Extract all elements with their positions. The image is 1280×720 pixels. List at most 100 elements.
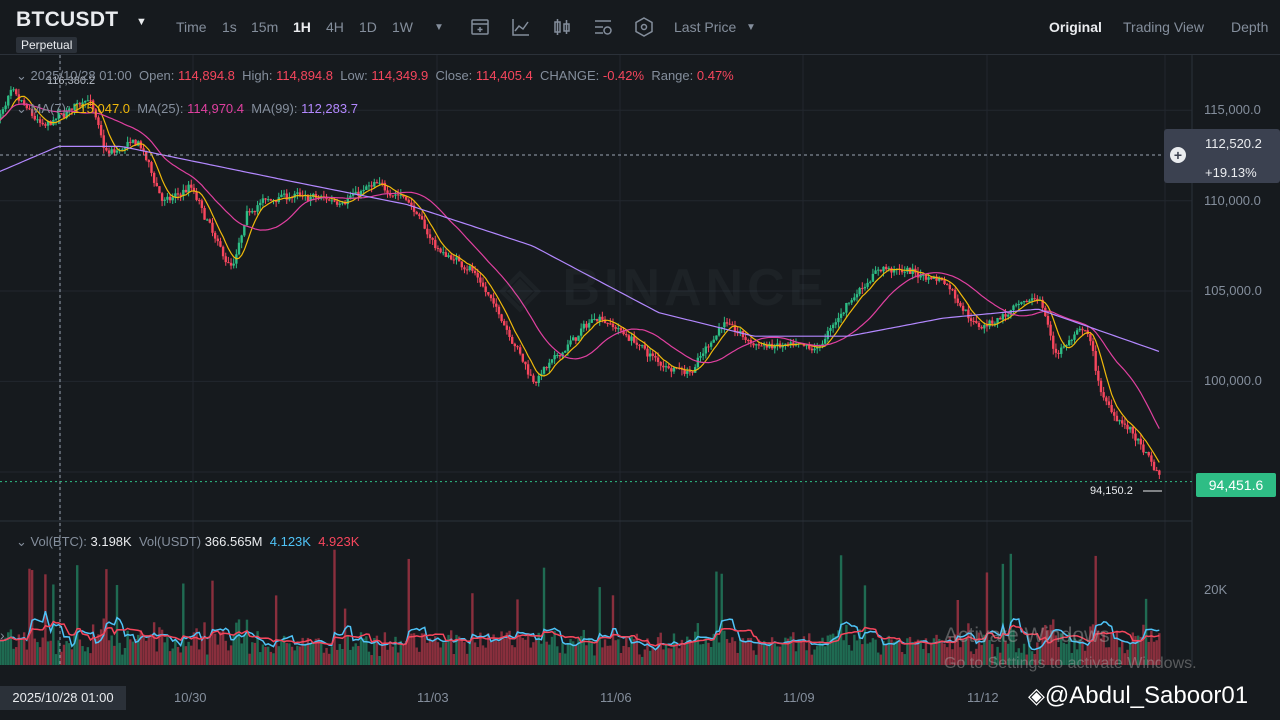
candle-down <box>139 141 143 149</box>
volume-bar-up <box>296 645 299 665</box>
candle-up <box>1144 452 1148 454</box>
volume-bar-down <box>264 646 267 665</box>
timeframe-1d[interactable]: 1D <box>359 19 377 35</box>
candle-up <box>839 313 843 318</box>
timeframe-time[interactable]: Time <box>176 19 207 35</box>
timeframe-1w[interactable]: 1W <box>392 19 413 35</box>
indicator-settings-icon[interactable] <box>469 16 491 38</box>
timeframe-1s[interactable]: 1s <box>222 19 237 35</box>
volume-bar-up <box>813 649 816 665</box>
legend-collapse-icon[interactable]: ⌄ <box>16 68 27 83</box>
volume-bar-down <box>396 652 400 665</box>
view-tradingview[interactable]: Trading View <box>1123 19 1204 35</box>
price-type-select[interactable]: Last Price <box>674 19 737 35</box>
volume-bar-down <box>208 636 212 665</box>
candle-down <box>503 321 506 326</box>
volume-bar-down <box>500 631 503 665</box>
candle-down <box>688 371 692 373</box>
volume-bar-down <box>452 654 456 665</box>
volume-bar-down <box>678 648 681 665</box>
line-chart-icon[interactable] <box>510 16 532 38</box>
candle-down <box>808 345 811 349</box>
candle-down <box>945 284 949 286</box>
candle-down <box>184 189 188 193</box>
volume-bar-down <box>30 570 34 665</box>
candle-up <box>174 193 177 198</box>
volume-bar-down <box>503 638 506 665</box>
candle-down <box>622 330 625 335</box>
candle-up <box>863 286 867 289</box>
volume-bar-down <box>728 642 731 665</box>
volume-bar-down <box>595 640 599 665</box>
volume-collapse-icon[interactable]: ⌄ <box>16 534 27 549</box>
candle-up <box>712 339 715 343</box>
volume-bar-up <box>163 642 166 665</box>
ma-collapse-icon[interactable]: ⌄ <box>16 101 27 116</box>
price-chart[interactable]: 116,380.2 94,150.2 <box>0 55 1280 720</box>
view-original[interactable]: Original <box>1049 19 1102 35</box>
candle-up <box>927 277 930 280</box>
candle-down <box>99 125 103 136</box>
candle-up <box>701 353 705 356</box>
volume-bar-down <box>574 644 578 665</box>
ohlc-date: 2025/10/28 01:00 <box>30 68 132 83</box>
volume-bar-up <box>256 631 259 665</box>
volume-bar-down <box>420 633 424 665</box>
candle-down <box>603 319 607 323</box>
volume-bar-up <box>187 641 190 665</box>
volume-bar-up <box>1020 652 1023 665</box>
volume-bar-up <box>834 636 837 665</box>
candle-down <box>1004 314 1007 317</box>
candle-down <box>609 323 612 325</box>
candle-up <box>696 357 700 368</box>
volume-bar-down <box>492 634 495 665</box>
volume-bar-down <box>725 639 729 665</box>
symbol-dropdown-icon[interactable]: ▼ <box>136 16 147 28</box>
scroll-left-icon[interactable]: › <box>0 627 5 643</box>
candlestick-icon[interactable] <box>551 16 573 38</box>
volume-bar-up <box>715 571 718 665</box>
candle-down <box>747 340 750 342</box>
volume-bar-down <box>49 640 52 665</box>
candle-up <box>1075 330 1079 335</box>
candle-up <box>280 194 283 198</box>
candle-down <box>192 187 196 192</box>
volume-bar-up <box>205 654 209 665</box>
candle-down <box>611 323 615 328</box>
symbol-title[interactable]: BTCUSDT <box>16 8 119 31</box>
candle-down <box>219 241 222 247</box>
more-timeframes-icon[interactable]: ▼ <box>434 22 444 33</box>
volume-bar-down <box>78 639 82 665</box>
volume-bar-down <box>861 644 864 665</box>
timeframe-4h[interactable]: 4H <box>326 19 344 35</box>
view-depth[interactable]: Depth <box>1231 19 1269 35</box>
price-type-caret-icon[interactable]: ▼ <box>746 22 756 33</box>
settings-icon[interactable] <box>633 16 655 38</box>
candle-down <box>1152 461 1156 471</box>
candle-up <box>166 196 169 200</box>
volume-bar-down <box>951 649 954 665</box>
timeframe-15m[interactable]: 15m <box>251 19 279 35</box>
candle-up <box>932 276 936 279</box>
candle-down <box>158 186 161 194</box>
candle-up <box>261 198 265 203</box>
candle-down <box>985 325 989 327</box>
candle-down <box>105 147 108 151</box>
candle-down <box>1033 298 1036 300</box>
candle-up <box>1028 300 1031 303</box>
candle-up <box>983 325 986 329</box>
volume-bar-up <box>349 649 352 665</box>
change-label: CHANGE: <box>540 68 600 83</box>
candle-down <box>460 261 463 268</box>
add-alert-icon[interactable]: + <box>1170 147 1186 163</box>
candle-down <box>195 191 198 200</box>
volume-bar-down <box>505 632 509 665</box>
candle-up <box>73 103 76 110</box>
candle-down <box>1046 315 1050 325</box>
volume-bar-up <box>288 643 291 665</box>
timeframe-1h[interactable]: 1H <box>293 19 311 35</box>
volume-bar-up <box>564 653 567 665</box>
volume-bar-up <box>312 644 315 665</box>
drawing-tools-icon[interactable] <box>592 16 614 38</box>
volume-bar-up <box>1014 652 1018 665</box>
